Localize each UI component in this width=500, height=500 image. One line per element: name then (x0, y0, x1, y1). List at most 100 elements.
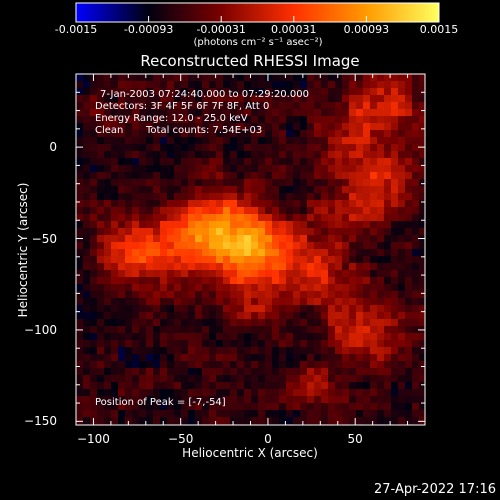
heatmap-cell (335, 88, 342, 95)
heatmap-cell (377, 207, 384, 214)
heatmap-cell (230, 116, 237, 123)
heatmap-cell (328, 116, 335, 123)
heatmap-cell (328, 81, 335, 88)
heatmap-cell (258, 389, 265, 396)
heatmap-cell (167, 256, 174, 263)
heatmap-cell (328, 172, 335, 179)
heatmap-cell (237, 158, 244, 165)
heatmap-cell (181, 151, 188, 158)
heatmap-cell (195, 151, 202, 158)
heatmap-cell (370, 277, 377, 284)
heatmap-cell (349, 368, 356, 375)
heatmap-cell (356, 263, 363, 270)
heatmap-cell (377, 214, 384, 221)
heatmap-cell (188, 88, 195, 95)
heatmap-cell (286, 368, 293, 375)
heatmap-cell (363, 263, 370, 270)
heatmap-cell (83, 312, 90, 319)
heatmap-cell (307, 242, 314, 249)
heatmap-cell (160, 186, 167, 193)
heatmap-cell (307, 200, 314, 207)
y-axis-label: Heliocentric Y (arcsec) (16, 182, 30, 318)
heatmap-cell (195, 186, 202, 193)
heatmap-cell (398, 249, 405, 256)
heatmap-cell (279, 368, 286, 375)
heatmap-cell (251, 410, 258, 417)
heatmap-cell (174, 137, 181, 144)
heatmap-cell (321, 207, 328, 214)
heatmap-cell (181, 165, 188, 172)
heatmap-cell (111, 137, 118, 144)
heatmap-cell (419, 403, 425, 410)
heatmap-cell (132, 326, 139, 333)
heatmap-cell (188, 186, 195, 193)
heatmap-cell (90, 172, 97, 179)
heatmap-cell (188, 74, 195, 81)
heatmap-cell (188, 172, 195, 179)
heatmap-cell (76, 109, 83, 116)
heatmap-cell (258, 144, 265, 151)
info-method: Clean (95, 125, 124, 136)
heatmap-cell (132, 193, 139, 200)
heatmap-cell (237, 284, 244, 291)
heatmap-cell (230, 410, 237, 417)
heatmap-cell (391, 375, 398, 382)
heatmap-cell (97, 158, 104, 165)
heatmap-cell (286, 389, 293, 396)
heatmap-cell (188, 109, 195, 116)
heatmap-cell (251, 179, 258, 186)
heatmap-cell (272, 305, 279, 312)
heatmap-cell (370, 74, 377, 81)
heatmap-cell (181, 130, 188, 137)
heatmap-cell (83, 221, 90, 228)
heatmap-cell (391, 263, 398, 270)
heatmap-cell (286, 214, 293, 221)
heatmap-cell (363, 214, 370, 221)
heatmap-cell (244, 284, 251, 291)
heatmap-cell (230, 298, 237, 305)
heatmap-cell (384, 151, 391, 158)
heatmap-cell (174, 186, 181, 193)
heatmap-cell (398, 417, 405, 424)
heatmap-cell (202, 137, 209, 144)
heatmap-cell (83, 333, 90, 340)
heatmap-cell (258, 165, 265, 172)
heatmap-cell (244, 158, 251, 165)
heatmap-cell (181, 263, 188, 270)
heatmap-cell (139, 389, 146, 396)
heatmap-cell (223, 179, 230, 186)
heatmap-cell (244, 256, 251, 263)
heatmap-cell (328, 165, 335, 172)
heatmap-cell (125, 326, 132, 333)
heatmap-cell (370, 81, 377, 88)
heatmap-cell (335, 137, 342, 144)
heatmap-cell (139, 186, 146, 193)
heatmap-cell (132, 95, 139, 102)
heatmap-cell (286, 417, 293, 424)
heatmap-cell (223, 130, 230, 137)
heatmap-cell (293, 389, 300, 396)
heatmap-cell (286, 207, 293, 214)
heatmap-cell (419, 228, 425, 235)
heatmap-cell (391, 130, 398, 137)
heatmap-cell (342, 291, 349, 298)
heatmap-cell (132, 88, 139, 95)
heatmap-cell (335, 410, 342, 417)
heatmap-cell (377, 389, 384, 396)
heatmap-cell (363, 340, 370, 347)
heatmap-cell (125, 221, 132, 228)
heatmap-cell (398, 319, 405, 326)
colorbar-units-label: (photons cm⁻² s⁻¹ asec⁻²) (193, 37, 323, 48)
heatmap-cell (412, 305, 419, 312)
heatmap-cell (90, 256, 97, 263)
heatmap-cell (293, 144, 300, 151)
heatmap-cell (216, 200, 223, 207)
heatmap-cell (342, 319, 349, 326)
heatmap-cell (181, 137, 188, 144)
heatmap-cell (202, 151, 209, 158)
colorbar-tick-label: -0.00093 (123, 23, 174, 36)
heatmap-cell (216, 221, 223, 228)
heatmap-cell (244, 305, 251, 312)
heatmap-cell (398, 95, 405, 102)
heatmap-cell (118, 340, 125, 347)
